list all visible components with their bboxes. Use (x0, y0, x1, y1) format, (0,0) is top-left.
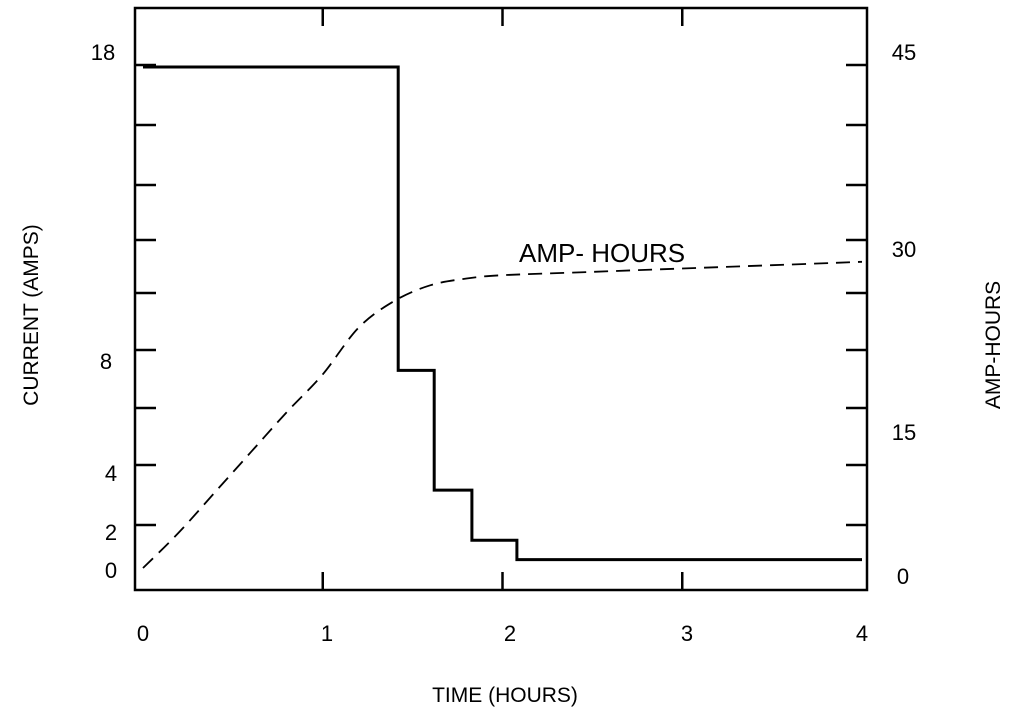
plot-frame (133, 6, 869, 592)
y-left-tick-label: 0 (105, 558, 117, 583)
x-tick-label: 0 (137, 621, 149, 646)
tick-marks (135, 8, 867, 590)
amp-hours-series-line (142, 260, 863, 569)
y-right-axis-title: AMP-HOURS (982, 281, 1005, 409)
y-left-tick-label: 2 (105, 520, 117, 545)
x-axis-title: TIME (HOURS) (432, 684, 578, 707)
y-left-tick-label: 18 (91, 40, 115, 65)
y-right-tick-label: 0 (897, 564, 909, 589)
y-right-tick-label: 45 (892, 40, 916, 65)
current-series-line (143, 65, 862, 562)
x-tick-label: 1 (321, 621, 333, 646)
x-tick-label: 3 (681, 621, 693, 646)
y-left-tick-label: 4 (105, 461, 117, 486)
y-left-axis-title: CURRENT (AMPS) (20, 224, 43, 406)
x-tick-label: 2 (504, 621, 516, 646)
y-left-tick-label: 8 (100, 349, 112, 374)
amp-hours-annotation: AMP- HOURS (519, 238, 685, 268)
x-tick-label: 4 (856, 621, 868, 646)
y-right-tick-label: 15 (892, 420, 916, 445)
y-right-tick-label: 30 (892, 237, 916, 262)
